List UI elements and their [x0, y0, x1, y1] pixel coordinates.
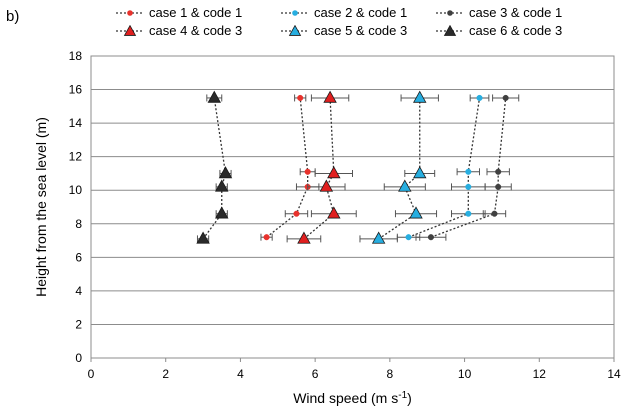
data-point — [427, 234, 435, 241]
x-tick-label: 14 — [607, 367, 621, 381]
data-point — [293, 210, 300, 217]
data-point — [476, 94, 483, 101]
data-point — [502, 94, 509, 101]
y-axis-label: Height from the sea level (m) — [33, 117, 49, 297]
x-tick-label: 0 — [88, 367, 95, 381]
y-tick-label: 2 — [75, 317, 82, 331]
legend-marker-icon — [281, 9, 309, 16]
data-point — [218, 166, 233, 179]
y-tick-label: 12 — [69, 150, 83, 164]
y-tick-label: 6 — [75, 250, 82, 264]
series-6 — [196, 90, 233, 244]
data-point — [215, 206, 229, 219]
data-point — [495, 168, 502, 175]
series-5 — [359, 90, 439, 244]
data-point — [297, 94, 304, 101]
data-point — [465, 168, 472, 175]
data-point — [409, 206, 423, 219]
legend-marker-icon — [116, 9, 144, 16]
y-tick-label: 0 — [75, 351, 82, 365]
series-3 — [415, 94, 520, 241]
y-tick-label: 4 — [75, 284, 82, 298]
x-tick-label: 6 — [312, 367, 319, 381]
y-tick-label: 8 — [75, 217, 82, 231]
legend-label: case 1 & code 1 — [149, 5, 243, 20]
y-tick-label: 10 — [69, 183, 83, 197]
series-line — [266, 97, 309, 238]
y-tick-label: 16 — [69, 83, 83, 97]
data-point — [263, 234, 270, 241]
data-point — [371, 231, 386, 244]
y-tick-label: 14 — [69, 116, 83, 130]
data-point — [465, 210, 472, 217]
data-point — [215, 179, 229, 192]
data-point — [323, 90, 337, 103]
legend-label: case 2 & code 1 — [314, 5, 408, 20]
legend-marker-icon — [281, 24, 309, 36]
data-point — [398, 179, 412, 192]
data-point — [319, 179, 334, 192]
legend-label: case 3 & code 1 — [469, 5, 563, 20]
x-tick-label: 2 — [162, 367, 169, 381]
series-4 — [286, 90, 357, 244]
legend-marker-icon — [116, 24, 144, 36]
data-point — [297, 231, 311, 244]
series-line — [430, 97, 507, 238]
data-point — [405, 234, 412, 241]
legend-item: case 4 & code 3 — [115, 23, 242, 38]
legend-marker-icon — [436, 24, 464, 36]
data-point — [413, 166, 427, 179]
legend-label: case 4 & code 3 — [149, 23, 243, 38]
x-tick-label: 12 — [533, 367, 547, 381]
legend-label: case 5 & code 3 — [314, 23, 408, 38]
data-point — [413, 90, 427, 103]
x-tick-label: 10 — [458, 367, 472, 381]
x-tick-label: 8 — [387, 367, 394, 381]
data-point — [207, 90, 222, 103]
legend-label: case 6 & code 3 — [469, 23, 563, 38]
y-tick-label: 18 — [69, 49, 83, 63]
panel-label: b) — [6, 8, 20, 25]
data-point — [465, 183, 472, 190]
legend-item: case 1 & code 1 — [115, 5, 242, 20]
data-point — [327, 206, 341, 219]
legend-item: case 5 & code 3 — [280, 23, 407, 38]
data-point — [327, 166, 341, 179]
legend-item: case 2 & code 1 — [280, 5, 407, 20]
x-tick-label: 4 — [237, 367, 244, 381]
series-2 — [396, 94, 490, 241]
legend-item: case 6 & code 3 — [435, 23, 562, 38]
x-axis-label: Wind speed (m s-1) — [293, 390, 412, 406]
data-point — [491, 210, 498, 217]
legend-item: case 3 & code 1 — [435, 5, 562, 20]
data-point — [304, 168, 311, 175]
data-point — [495, 183, 502, 190]
data-point — [196, 231, 210, 244]
series-1 — [260, 94, 320, 241]
legend-marker-icon — [436, 9, 464, 16]
plot-area — [90, 55, 615, 359]
series-line — [202, 97, 227, 240]
